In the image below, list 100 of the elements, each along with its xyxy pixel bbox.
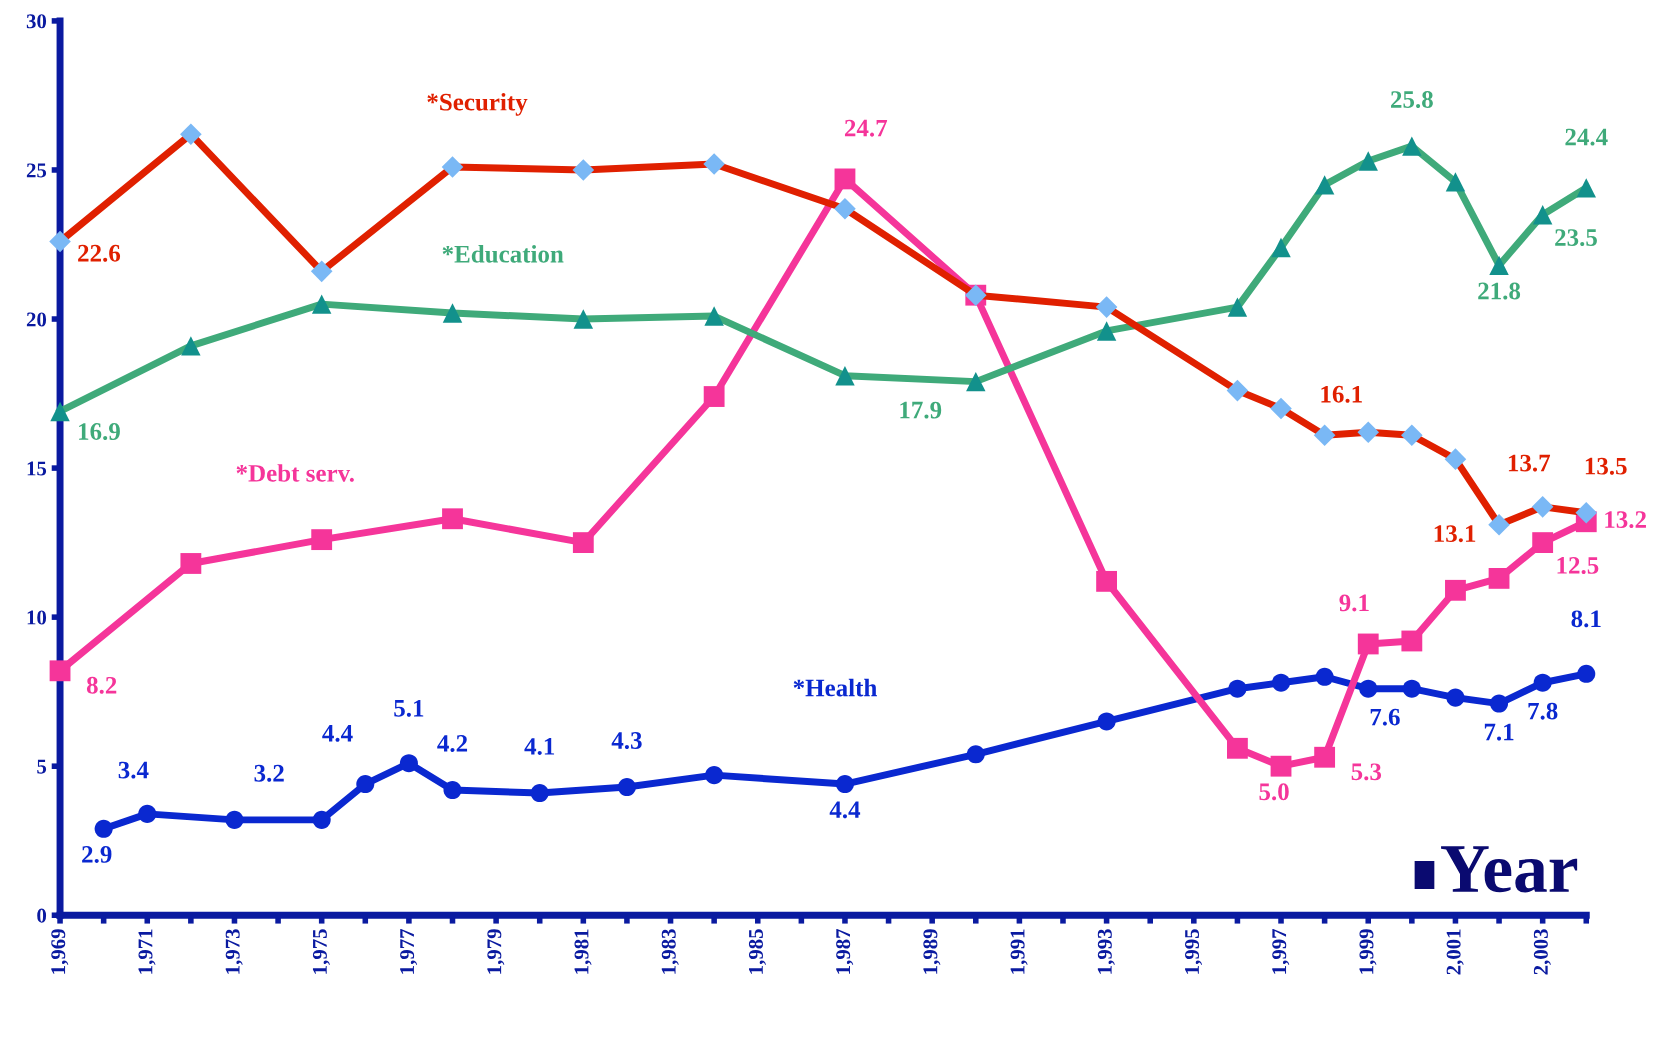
data-label: 24.7 [844,119,888,137]
data-label: 5.0 [1259,783,1289,801]
point [1270,397,1292,420]
point [181,336,201,356]
x-tick-label: 1,987 [836,928,854,974]
point [180,553,202,574]
point [312,810,331,829]
point [1096,570,1118,592]
point [1532,532,1554,554]
x-axis-title: Year [1441,846,1578,893]
point [1227,737,1248,759]
point [1228,679,1247,698]
data-label: 23.5 [1555,229,1597,247]
data-label: 5.1 [394,699,424,717]
point [1358,151,1378,171]
data-label: 9.1 [1339,594,1369,612]
data-label: 17.9 [900,401,942,419]
x-tick-label: 1,989 [923,929,941,974]
point [705,766,724,785]
point [835,365,855,386]
point [1445,172,1466,192]
x-tick-label: 2,003 [1533,929,1551,975]
x-tick-label: 1,971 [138,929,156,974]
point [834,197,856,220]
point [1271,237,1291,258]
text: *Health [793,678,877,697]
point [572,159,595,181]
data-label: 8.1 [1571,610,1601,628]
point [1270,755,1292,777]
point [94,819,113,838]
data-label: 12.5 [1557,557,1599,574]
point [1531,496,1554,518]
point [1359,679,1378,698]
point [356,775,375,794]
data-label: 13.7 [1508,454,1551,472]
data-label: 4.1 [524,738,555,755]
point [310,260,333,283]
series-label: *Security [427,93,528,116]
y-tick-label: 30 [26,14,47,29]
point [138,804,157,823]
point [834,168,856,190]
data-label: 16.9 [79,423,120,441]
data-label: 16.1 [1321,385,1362,403]
x-tick-label: 1,979 [487,929,505,974]
point [1401,630,1423,652]
point [442,508,463,530]
point [1489,255,1509,276]
point [49,230,71,253]
point [1096,321,1117,341]
series-label: *Education [442,245,564,263]
point [573,309,594,329]
point [1357,421,1380,444]
point [1313,424,1336,447]
data-label: 25.8 [1391,91,1433,109]
point [1227,297,1248,317]
point [703,153,725,175]
point [1533,673,1552,692]
x-tick-label: 1,997 [1272,928,1290,974]
point [1577,664,1596,683]
point [1401,424,1423,447]
x-tick-label: 1,973 [225,929,243,974]
data-label: 4.4 [829,801,861,819]
point [572,532,594,554]
y-tick-label: 15 [27,461,47,476]
point [1272,673,1291,692]
data-label: 13.2 [1605,511,1646,529]
y-tick-label: 10 [27,610,47,625]
data-label: 7.8 [1528,702,1558,720]
point [1095,296,1118,318]
point [1444,448,1467,470]
point [311,294,332,314]
data-label: 22.6 [78,244,121,262]
data-label: 8.2 [86,676,117,694]
point [1315,667,1334,686]
x-tick-label: 1,991 [1010,929,1028,974]
x-tick-label: 1,975 [312,929,330,974]
y-tick-label: 5 [37,759,47,774]
data-label: 4.2 [437,735,468,752]
point [1446,688,1465,707]
data-label: 24.4 [1565,128,1608,146]
x-tick-label: 1,993 [1097,929,1115,974]
x-tick-label: 2,001 [1446,929,1464,975]
data-label: 3.4 [118,761,149,779]
x-tick-label: 1,977 [400,928,418,974]
point [49,660,71,682]
data-label: 7.6 [1370,708,1400,726]
point [1576,178,1596,198]
data-label: 7.1 [1484,723,1514,741]
y-tick-label: 0 [37,908,47,923]
point [1314,746,1336,768]
point [1575,502,1598,524]
x-tick-label: 1,983 [661,929,679,974]
data-label: 13.5 [1585,457,1627,475]
point [1097,712,1116,731]
x-tick-label: 1,995 [1185,929,1203,974]
point [835,775,854,794]
point [311,529,333,551]
point [1357,633,1379,655]
y-tick-label: 25 [26,163,47,178]
x-tick-label: 1,969 [51,929,69,974]
